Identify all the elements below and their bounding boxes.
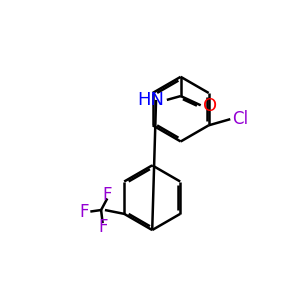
Text: F: F	[103, 186, 112, 204]
Text: F: F	[98, 218, 107, 236]
Text: HN: HN	[137, 91, 164, 109]
Text: O: O	[203, 97, 217, 115]
Text: F: F	[80, 202, 89, 220]
Text: Cl: Cl	[232, 110, 248, 128]
